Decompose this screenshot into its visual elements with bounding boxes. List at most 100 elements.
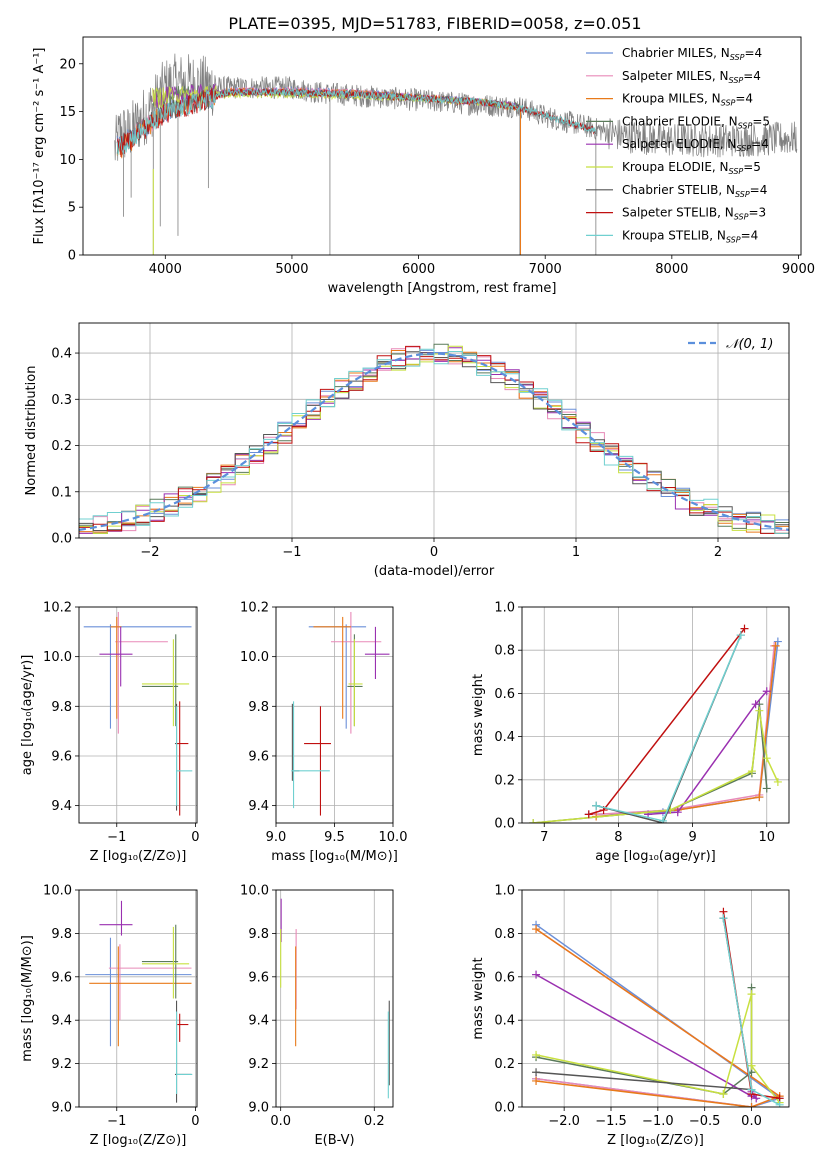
tick-label-y: 0.4: [51, 347, 72, 362]
tick-label-x: −1.0: [642, 1114, 674, 1129]
legend-entry: 𝒩(0, 1): [726, 337, 773, 352]
tick-label-x: 9.0: [266, 830, 287, 845]
tick-label-y: 9.4: [51, 799, 72, 814]
weight-marker: [532, 925, 541, 934]
tick-label-y: 0.0: [51, 532, 72, 547]
weight-marker: [751, 700, 760, 709]
weight-line: [596, 634, 742, 822]
tick-label-x: 7: [540, 830, 548, 845]
tick-label-y: 10.2: [240, 601, 269, 616]
tick-label-y: 9.2: [248, 1057, 269, 1072]
tick-label-y: 20: [59, 57, 76, 72]
legend-entry: Salpeter MILES, NSSP=4: [622, 69, 761, 85]
legend-entry: Kroupa ELODIE, NSSP=5: [622, 160, 761, 176]
figure-title: PLATE=0395, MJD=51783, FIBERID=0058, z=0…: [228, 14, 641, 33]
tick-label-y: 1.0: [494, 884, 515, 899]
tick-label-y: 9.8: [248, 927, 269, 942]
tick-label-y: 10.2: [43, 601, 72, 616]
x-axis-label: wavelength [Angstrom, rest frame]: [328, 281, 557, 296]
weight-marker: [775, 1100, 784, 1107]
tick-label-y: 9.0: [51, 1101, 72, 1116]
weight-marker: [740, 624, 749, 633]
weight-marker: [673, 808, 682, 817]
tick-label-y: 0.6: [494, 970, 515, 985]
tick-label-y: 9.6: [248, 970, 269, 985]
panel-age-vs-mass: 9.0 9.5 10.0 9.4 9.6 9.8 10.0 10.2 mass [log₁₀(M…: [240, 601, 407, 865]
panel-residuals: −2 −1 0 1 2 0.0 0.1 0.2 0.3 0.4 (data-model)/error…: [24, 322, 790, 579]
weight-marker: [773, 637, 782, 646]
y-axis-label: Normed distribution: [24, 366, 39, 496]
legend-entry: Chabrier MILES, NSSP=4: [622, 46, 762, 62]
tick-label-x: 1: [572, 545, 580, 560]
axes-frame: [275, 606, 394, 824]
x-axis-label: (data-model)/error: [374, 564, 495, 579]
weight-marker: [755, 706, 764, 715]
weight-marker: [747, 990, 756, 999]
tick-label-y: 9.4: [248, 799, 269, 814]
tick-label-x: 10.0: [379, 830, 408, 845]
legend-entry: Chabrier ELODIE, NSSP=5: [622, 114, 770, 130]
tick-label-x: −1: [107, 830, 126, 845]
tick-label-y: 9.4: [248, 1014, 269, 1029]
y-axis-label: mass [log₁₀(M/M⊙)]: [20, 935, 35, 1062]
plot-area-massweight-vs-Z: [532, 907, 784, 1107]
tick-label-y: 0.4: [494, 730, 515, 745]
weight-marker: [719, 914, 728, 923]
tick-label-y: 9.8: [248, 700, 269, 715]
weight-marker: [658, 808, 667, 817]
tick-label-y: 0.0: [494, 817, 515, 832]
y-axis-label: mass weight: [471, 674, 486, 756]
legend-entry: Chabrier STELIB, NSSP=4: [622, 183, 767, 199]
tick-label-x: −1: [107, 1114, 126, 1129]
axes-frame: [521, 606, 790, 824]
tick-label-x: −1.5: [595, 1114, 627, 1129]
tick-label-y: 0.2: [51, 439, 72, 454]
legend: Chabrier MILES, NSSP=4 Salpeter MILES, NS…: [586, 46, 770, 244]
tick-label-x: 6000: [402, 262, 435, 277]
panel-spectrum: 4000 5000 6000 7000 8000 9000 0 5 10 15 20 waveleng…: [32, 36, 815, 296]
weight-marker: [532, 1076, 541, 1085]
weight-marker: [762, 687, 771, 696]
weight-marker: [773, 777, 782, 786]
tick-label-y: 0: [68, 249, 76, 264]
tick-label-x: −1: [282, 545, 301, 560]
tick-label-x: 9: [688, 830, 696, 845]
weight-marker: [752, 1094, 761, 1103]
tick-label-y: 9.8: [51, 700, 72, 715]
panel-mass-vs-Z: −1 0 9.0 9.2 9.4 9.6 9.8 10.0 Z [log₁₀(Z/Z⊙)] mas…: [20, 884, 200, 1149]
weight-marker: [658, 816, 667, 823]
tick-label-x: 0: [191, 1114, 199, 1129]
panel-massweight-vs-Z: −2.0 −1.5 −1.0 −0.5 0.0 0.0 0.2 0.4 0.6 0.8 1.0 Z […: [471, 884, 790, 1148]
weight-marker: [762, 784, 771, 793]
y-axis-label: mass weight: [471, 957, 486, 1039]
weight-line: [596, 634, 742, 823]
tick-label-y: 0.6: [494, 687, 515, 702]
x-axis-label: E(B-V): [314, 1133, 354, 1148]
weight-line: [596, 645, 777, 818]
legend-entry: Kroupa STELIB, NSSP=4: [622, 228, 758, 244]
tick-label-y: 9.0: [248, 1101, 269, 1116]
weight-marker: [584, 810, 593, 819]
weight-line: [535, 973, 759, 1101]
y-axis-label: age [log₁₀(age/yr)]: [20, 655, 35, 776]
tick-label-y: 10.0: [43, 650, 72, 665]
histogram-step: [79, 348, 789, 534]
axes-frame: [521, 889, 790, 1108]
panel-mass-vs-ebv: 0.0 0.2 9.0 9.2 9.4 9.6 9.8 10.0 E(B-V): [240, 884, 394, 1148]
weight-marker: [755, 793, 764, 802]
tick-label-y: 9.6: [51, 749, 72, 764]
x-axis-label: mass [log₁₀(M/M⊙)]: [271, 849, 398, 864]
tick-label-x: 0: [430, 545, 438, 560]
weight-marker: [747, 1061, 756, 1070]
plot-area-age-vs-mass: [291, 611, 390, 816]
tick-label-y: 15: [59, 105, 76, 120]
tick-label-x: 0.0: [741, 1114, 762, 1129]
y-axis-label: Flux [fλ10⁻¹⁷ erg cm⁻² s⁻¹ A⁻¹]: [32, 48, 47, 245]
panel-massweight-vs-age: 7 8 9 10 0.0 0.2 0.4 0.6 0.8 1.0 age [log₁₀(age/yr…: [471, 601, 790, 864]
tick-label-x: −2: [140, 545, 159, 560]
tick-label-x: 4000: [149, 262, 182, 277]
tick-label-x: 0.2: [364, 1114, 385, 1129]
tick-label-x: 0: [191, 830, 199, 845]
model-line: [116, 87, 597, 156]
